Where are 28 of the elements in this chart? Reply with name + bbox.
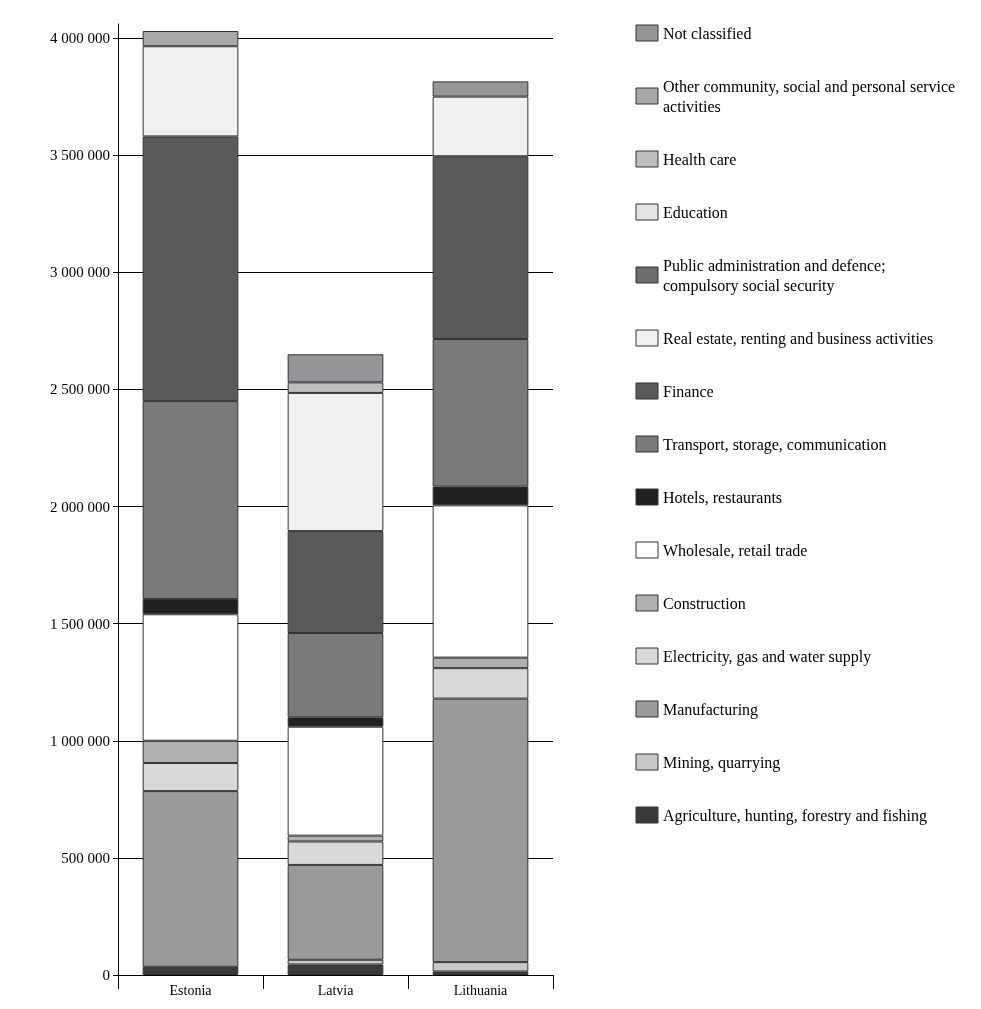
legend-label: Wholesale, retail trade	[663, 541, 808, 559]
y-tick-label: 500 000	[61, 849, 110, 866]
bar	[287, 964, 384, 975]
y-tick-label: 1 000 000	[50, 732, 110, 749]
y-tick-label: 3 500 000	[50, 147, 110, 164]
legend-label: Finance	[663, 382, 714, 400]
x-tick-label: Estonia	[169, 982, 213, 998]
legend-label: Agriculture, hunting, forestry and fishing	[663, 806, 927, 825]
legend-label: Electricity, gas and water supply	[663, 647, 872, 666]
legend-label: Construction	[663, 594, 746, 612]
y-tick-label: 2 000 000	[50, 498, 110, 515]
legend-label: Health care	[663, 150, 737, 168]
legend-label: Hotels, restaurants	[663, 488, 783, 506]
legend-label: Manufacturing	[663, 700, 759, 719]
legend-label: Mining, quarrying	[663, 753, 781, 772]
y-tick-label: 4 000 000	[50, 30, 110, 47]
legend-label: Other community, social and personal service activities	[663, 77, 960, 115]
x-tick-label: Latvia	[317, 982, 355, 998]
legend-label: Real estate, renting and business activities	[663, 329, 934, 348]
legend-label: Education	[663, 203, 728, 221]
y-tick-label: 3 000 000	[50, 264, 110, 281]
legend-label: Public administration and defence; compulsory social security	[663, 256, 890, 295]
legend-label: Not classified	[663, 24, 752, 42]
y-tick-label: 2 500 000	[50, 381, 110, 398]
y-tick-label: 1 500 000	[50, 615, 110, 632]
x-tick-label: Lithuania	[453, 982, 509, 998]
legend-label: Transport, storage, communication	[663, 435, 887, 454]
y-tick-label: 0	[102, 967, 110, 983]
